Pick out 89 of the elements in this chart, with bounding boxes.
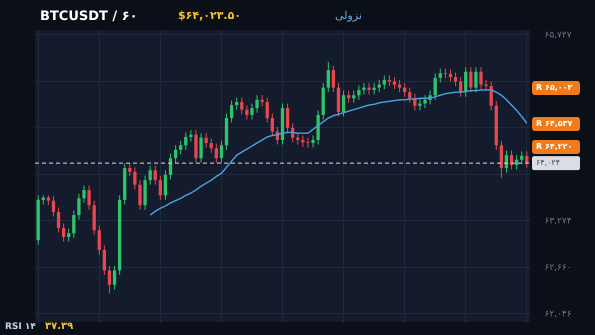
- candlestick: [214, 143, 218, 164]
- candlestick: [194, 130, 198, 164]
- candlestick: [448, 68, 452, 82]
- y-tick-label: ۶۲,۶۶۰: [544, 263, 572, 274]
- candlestick: [378, 80, 381, 93]
- candlestick: [352, 90, 356, 104]
- candlestick: [362, 82, 366, 95]
- candlestick: [296, 132, 300, 146]
- candlestick: [46, 194, 50, 206]
- candlestick: [388, 75, 392, 87]
- y-tick-label: ۶۲,۰۴۶: [544, 310, 572, 320]
- candlestick: [87, 184, 91, 210]
- candlestick: [403, 82, 406, 98]
- candlestick: [133, 166, 137, 190]
- candlestick: [158, 175, 162, 200]
- candlestick: [520, 150, 524, 165]
- candlestick: [102, 244, 106, 276]
- text: نزولی: [335, 9, 362, 22]
- candlestick: [108, 265, 112, 294]
- candlestick: [413, 93, 416, 111]
- candlestick: [469, 66, 472, 93]
- candlestick: [311, 134, 315, 148]
- candlestick: [434, 72, 437, 100]
- candlestick: [458, 76, 462, 98]
- candlestick: [266, 97, 269, 124]
- candlestick: [240, 97, 244, 115]
- candlestick: [382, 75, 386, 90]
- candlestick: [138, 180, 142, 210]
- candlestick: [286, 103, 290, 133]
- candlestick: [301, 134, 305, 148]
- candlestick: [164, 170, 168, 200]
- annotation: ۳۷.۳۹: [45, 321, 74, 332]
- candlestick: [367, 82, 371, 95]
- candlestick: [332, 65, 336, 93]
- candlestick: [357, 84, 361, 100]
- candlestick: [77, 193, 81, 220]
- candlestick: [454, 72, 458, 87]
- candlestick: [128, 162, 132, 177]
- candlestick: [62, 222, 66, 242]
- ref-line-label: ۶۴,۰۲۴: [536, 158, 560, 168]
- candlestick: [67, 228, 70, 242]
- candlestick: [260, 94, 264, 108]
- candlestick: [270, 112, 274, 137]
- candlestick: [204, 132, 208, 148]
- candlestick: [56, 206, 60, 234]
- candlestick: [112, 265, 116, 290]
- candlestick: [474, 66, 478, 93]
- text: R ۶۴,۲۲۰: [536, 142, 572, 151]
- candlestick: [230, 100, 234, 124]
- text: R ۶۵,۰۰۲: [536, 83, 573, 92]
- candlestick: [184, 132, 188, 150]
- candlestick: [444, 68, 448, 80]
- candlestick: [210, 138, 213, 154]
- candlestick: [490, 81, 493, 111]
- candlestick: [42, 194, 45, 205]
- candlestick: [418, 98, 422, 111]
- candlestick: [326, 61, 330, 93]
- candlestick: [179, 140, 182, 155]
- candlestick: [98, 225, 101, 255]
- candlestick: [154, 165, 157, 186]
- candlestick: [464, 66, 468, 98]
- candlestick: [306, 137, 310, 148]
- candlestick: [514, 154, 518, 170]
- y-tick-label: ۶۵,۷۲۷: [544, 30, 572, 41]
- text: R ۶۴,۵۳۷: [536, 119, 573, 128]
- candlestick: [347, 90, 350, 104]
- candlestick: [525, 150, 528, 168]
- annotation: RSI ۱۴: [5, 322, 36, 332]
- candlestick: [72, 210, 76, 238]
- chart-title: BTCUSDT / ۶۰: [40, 9, 138, 24]
- candlestick: [82, 184, 86, 204]
- candlestick: [392, 76, 396, 90]
- candlestick: [438, 68, 442, 83]
- candlestick: [398, 80, 402, 93]
- candlestick: [245, 104, 249, 120]
- candlestick: [199, 132, 203, 164]
- y-tick-label: ۶۳,۲۷۴: [544, 216, 572, 227]
- candlestick: [408, 87, 412, 104]
- candlestick: [342, 90, 346, 117]
- candlestick: [372, 82, 376, 95]
- candlestick: [235, 97, 238, 110]
- chart-subtitle: $۶۴,۰۲۳.۵۰: [178, 9, 242, 22]
- candlestick: [148, 165, 152, 186]
- candlestick: [52, 196, 56, 218]
- candlestick: [250, 103, 254, 120]
- candlestick: [479, 66, 483, 90]
- candlestick: [500, 140, 504, 178]
- candlestick: [174, 144, 178, 164]
- candlestick: [189, 130, 193, 142]
